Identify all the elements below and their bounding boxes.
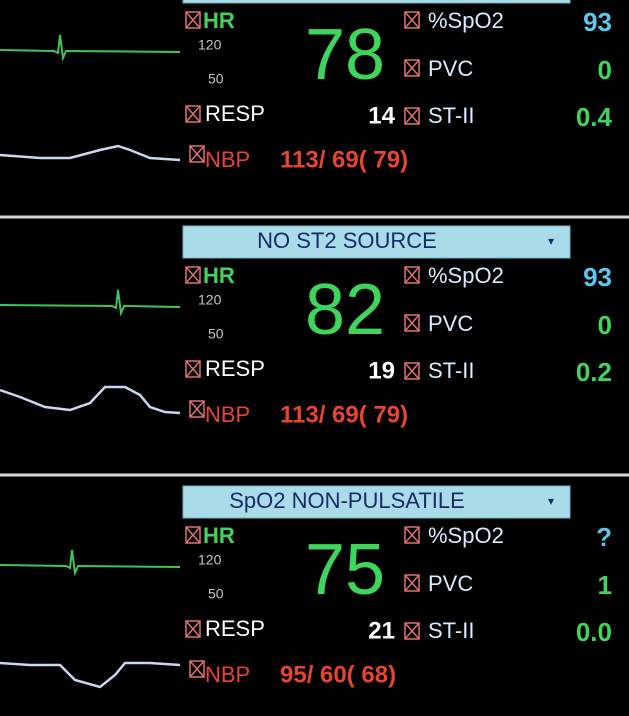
pvc-value: 1 bbox=[598, 570, 612, 600]
nbp-label: NBP bbox=[205, 147, 250, 172]
spo2-value: 93 bbox=[583, 262, 612, 292]
spo2-label: %SpO2 bbox=[428, 263, 504, 288]
hr-label: HR bbox=[203, 8, 235, 33]
pvc-label: PVC bbox=[428, 571, 473, 596]
pvc-label: PVC bbox=[428, 311, 473, 336]
nbp-label: NBP bbox=[205, 402, 250, 427]
pvc-label: PVC bbox=[428, 56, 473, 81]
page: HR 120 50 78 RESP 14 NBP 113/ 69( 79) %SpO2 93 PVC… bbox=[0, 0, 629, 716]
pvc-value: 0 bbox=[598, 310, 612, 340]
resp-label: RESP bbox=[205, 101, 265, 126]
nbp-value: 113/ 69( 79) bbox=[280, 401, 408, 428]
spo2-label: %SpO2 bbox=[428, 523, 504, 548]
hr-high-limit: 120 bbox=[198, 552, 222, 568]
spo2-value: 93 bbox=[583, 7, 612, 37]
nbp-label: NBP bbox=[205, 662, 250, 687]
st-value: 0.2 bbox=[576, 357, 612, 387]
banner-dropdown[interactable]: ▾ bbox=[548, 494, 554, 508]
st-value: 0.0 bbox=[576, 617, 612, 647]
hr-label: HR bbox=[203, 263, 235, 288]
hr-label: HR bbox=[203, 523, 235, 548]
hr-low-limit: 50 bbox=[208, 71, 224, 87]
hr-value: 78 bbox=[305, 15, 385, 95]
resp-label: RESP bbox=[205, 356, 265, 381]
spo2-value: ? bbox=[596, 522, 612, 552]
st-label: ST-II bbox=[428, 618, 474, 643]
st-value: 0.4 bbox=[576, 102, 613, 132]
hr-value: 75 bbox=[305, 530, 385, 610]
resp-value: 21 bbox=[368, 617, 395, 644]
resp-value: 14 bbox=[368, 102, 395, 129]
nbp-value: 95/ 60( 68) bbox=[280, 661, 396, 688]
nbp-value: 113/ 69( 79) bbox=[280, 146, 408, 173]
resp-value: 19 bbox=[368, 357, 395, 384]
banner-text: NO ST2 SOURCE bbox=[257, 228, 437, 253]
hr-low-limit: 50 bbox=[208, 586, 224, 602]
monitor-screen: HR 120 50 78 RESP 14 NBP 113/ 69( 79) %SpO2 93 PVC… bbox=[0, 0, 629, 716]
hr-high-limit: 120 bbox=[198, 292, 222, 308]
banner-text: SpO2 NON-PULSATILE bbox=[229, 488, 465, 513]
status-banner bbox=[183, 0, 570, 3]
st-label: ST-II bbox=[428, 358, 474, 383]
banner-dropdown[interactable]: ▾ bbox=[548, 234, 554, 248]
hr-value: 82 bbox=[305, 270, 385, 350]
hr-low-limit: 50 bbox=[208, 326, 224, 342]
pvc-value: 0 bbox=[598, 55, 612, 85]
spo2-label: %SpO2 bbox=[428, 8, 504, 33]
st-label: ST-II bbox=[428, 103, 474, 128]
resp-label: RESP bbox=[205, 616, 265, 641]
hr-high-limit: 120 bbox=[198, 37, 222, 53]
